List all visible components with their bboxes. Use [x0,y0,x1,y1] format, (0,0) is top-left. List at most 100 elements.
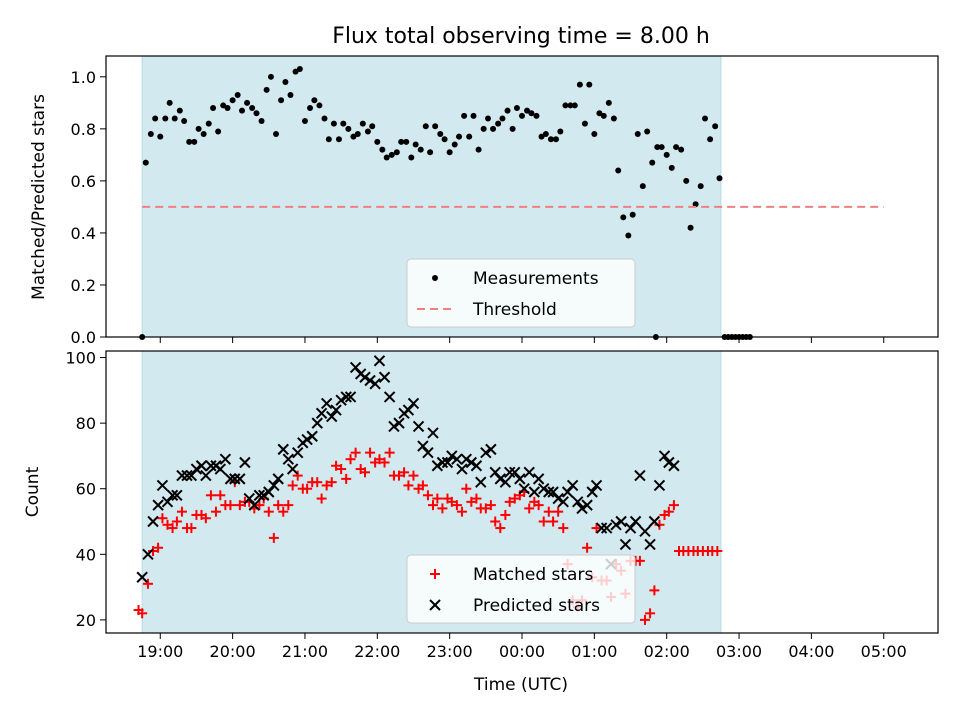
measurement-point [605,99,612,106]
measurement-point [702,115,709,122]
matched-star-point [432,493,443,504]
measurement-point [441,136,448,143]
predicted-star-point [181,469,193,482]
predicted-star-point [359,371,371,383]
predicted-star-point [590,479,603,492]
measurement-point [215,128,222,135]
measurement-point [234,92,241,99]
y-tick-label: 0.6 [71,172,96,191]
measurement-point [451,141,458,148]
predicted-star-point [485,443,497,456]
matched-star-point [712,546,723,557]
measurement-point [692,201,699,208]
measurement-point [171,115,178,122]
matched-star-point [326,477,337,488]
measurement-point [615,167,622,174]
predicted-star-point [465,456,478,469]
predicted-star-point [644,538,656,551]
matched-star-point [254,500,265,511]
predicted-star-point [494,473,507,485]
predicted-star-point [373,355,386,367]
measurement-point [542,131,549,138]
matched-star-point [153,542,164,553]
matched-star-point [456,506,467,517]
measurement-point [519,112,525,119]
predicted-star-point [330,404,342,416]
predicted-star-point [427,427,439,439]
measurement-point [538,133,545,140]
legend-entry-label: Threshold [472,300,557,320]
measurement-point [673,144,680,151]
y-tick-label: 100 [65,349,96,368]
measurement-point [229,97,236,104]
matched-star-point [524,503,535,514]
matched-star-point [471,493,482,504]
measurement-point [490,125,497,132]
measurement-point [557,128,564,135]
predicted-star-point [595,522,608,534]
predicted-star-point [619,538,632,551]
measurement-point [581,120,588,127]
measurement-point [224,105,231,112]
matched-star-point [500,509,511,520]
matched-star-point [558,523,569,534]
measurement-point [547,136,554,143]
measurement-point [625,232,632,239]
matched-star-point [210,506,221,517]
measurement-point [504,107,511,114]
matched-star-point [374,454,385,465]
top-y-axis-label: Matched/Predicted stars [29,94,49,300]
matched-star-point [162,519,173,530]
x-tick-label: 21:00 [282,642,328,661]
predicted-star-point [561,486,574,498]
measurement-point [354,131,361,138]
measurement-point [620,214,627,221]
matched-star-point [148,546,159,557]
measurement-point [195,125,202,132]
ratio-panel: 0.0 0.2 0.4 0.6 0.8 1.0 Measurements Threshold [71,55,939,347]
x-tick-label: 04:00 [788,642,834,661]
measurement-point [267,73,274,80]
matched-star-point [451,500,462,511]
predicted-star-point [499,476,512,488]
predicted-star-point [523,466,535,479]
measurement-point [152,115,159,122]
predicted-star-point [441,456,454,469]
matched-star-point [331,460,342,471]
measurement-point [499,115,506,122]
y-tick-label: 80 [76,414,96,433]
matched-star-point [312,477,323,488]
predicted-star-point [214,463,227,475]
predicted-star-point [219,453,232,465]
measurement-point [610,115,617,122]
predicted-star-point [258,489,270,501]
legend-entry-label: Matched stars [473,565,593,585]
predicted-star-point [581,499,593,511]
measurement-point [147,131,154,138]
matched-star-point [360,467,371,478]
predicted-star-point [518,483,530,495]
predicted-star-point [190,463,203,475]
measurement-point [417,146,424,153]
matched-star-point [649,585,660,596]
measurement-point [244,99,251,106]
matched-star-point [533,500,544,511]
measurement-point [311,97,318,104]
predicted-star-point [600,522,613,534]
x-axis-label: Time (UTC) [473,675,568,695]
matched-star-point [654,519,665,530]
measurement-point [697,183,704,190]
x-tick-label: 02:00 [644,642,690,661]
matched-star-point [634,555,645,566]
x-tick-label: 03:00 [716,642,762,661]
matched-star-point [422,490,433,501]
measurement-point [287,92,294,99]
legend-predicted-swatch [429,599,441,611]
measurement-point [412,141,419,148]
predicted-star-point [572,496,584,508]
matched-star-point [341,473,352,484]
measurement-point [239,107,246,114]
matched-star-point [437,503,448,514]
x-tick-label: 20:00 [210,642,256,661]
